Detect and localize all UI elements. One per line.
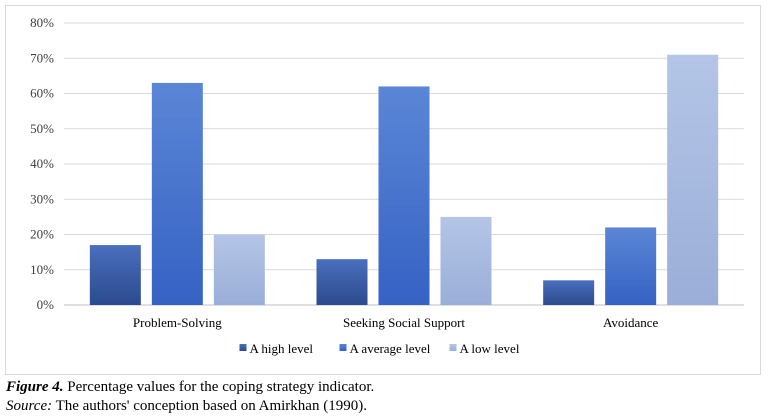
y-tick-label: 0% xyxy=(37,297,55,312)
chart-frame: 0% 10% 20% 30% 40% 50% 60% 70% 80% Problem-Solvi… xyxy=(5,5,761,375)
figure-title: Percentage values for the coping strateg… xyxy=(63,379,375,395)
figure-caption-line: Figure 4. Percentage values for the copi… xyxy=(6,378,766,397)
y-tick-label: 60% xyxy=(30,86,54,101)
legend-label: A average level xyxy=(350,341,431,356)
y-tick-label: 80% xyxy=(30,15,54,30)
figure-caption: Figure 4. Percentage values for the copi… xyxy=(6,378,766,416)
bar xyxy=(440,216,492,305)
y-axis-tick-labels: 0% 10% 20% 30% 40% 50% 60% 70% 80% xyxy=(30,15,54,312)
x-axis-category-labels: Problem-Solving Seeking Social Support Avo… xyxy=(133,315,659,330)
legend-swatch xyxy=(339,344,347,351)
bar xyxy=(378,86,430,305)
legend: A high level A average level A low level xyxy=(239,341,520,356)
source-line: Source: The authors' conception based on… xyxy=(6,397,766,416)
y-tick-label: 70% xyxy=(30,50,54,65)
figure-label: Figure 4. xyxy=(6,379,64,395)
y-tick-label: 30% xyxy=(30,191,54,206)
legend-label: A high level xyxy=(250,341,314,356)
source-label: Source: xyxy=(6,398,53,414)
legend-swatch xyxy=(239,344,247,351)
bars xyxy=(89,54,719,305)
y-tick-label: 20% xyxy=(30,227,54,242)
bar xyxy=(213,234,265,305)
bar xyxy=(151,82,203,305)
bar xyxy=(543,280,595,305)
category-label: Problem-Solving xyxy=(133,315,222,330)
bar-chart: 0% 10% 20% 30% 40% 50% 60% 70% 80% Problem-Solvi… xyxy=(30,15,744,356)
source-text: The authors' conception based on Amirkha… xyxy=(52,398,367,414)
y-tick-label: 10% xyxy=(30,262,54,277)
y-tick-label: 40% xyxy=(30,156,54,171)
legend-swatch xyxy=(449,344,457,351)
bar xyxy=(316,259,368,305)
bar xyxy=(605,227,657,305)
y-tick-label: 50% xyxy=(30,121,54,136)
category-label: Avoidance xyxy=(603,315,659,330)
bar xyxy=(667,54,719,305)
bar xyxy=(89,245,141,305)
category-label: Seeking Social Support xyxy=(343,315,465,330)
legend-label: A low level xyxy=(460,341,520,356)
